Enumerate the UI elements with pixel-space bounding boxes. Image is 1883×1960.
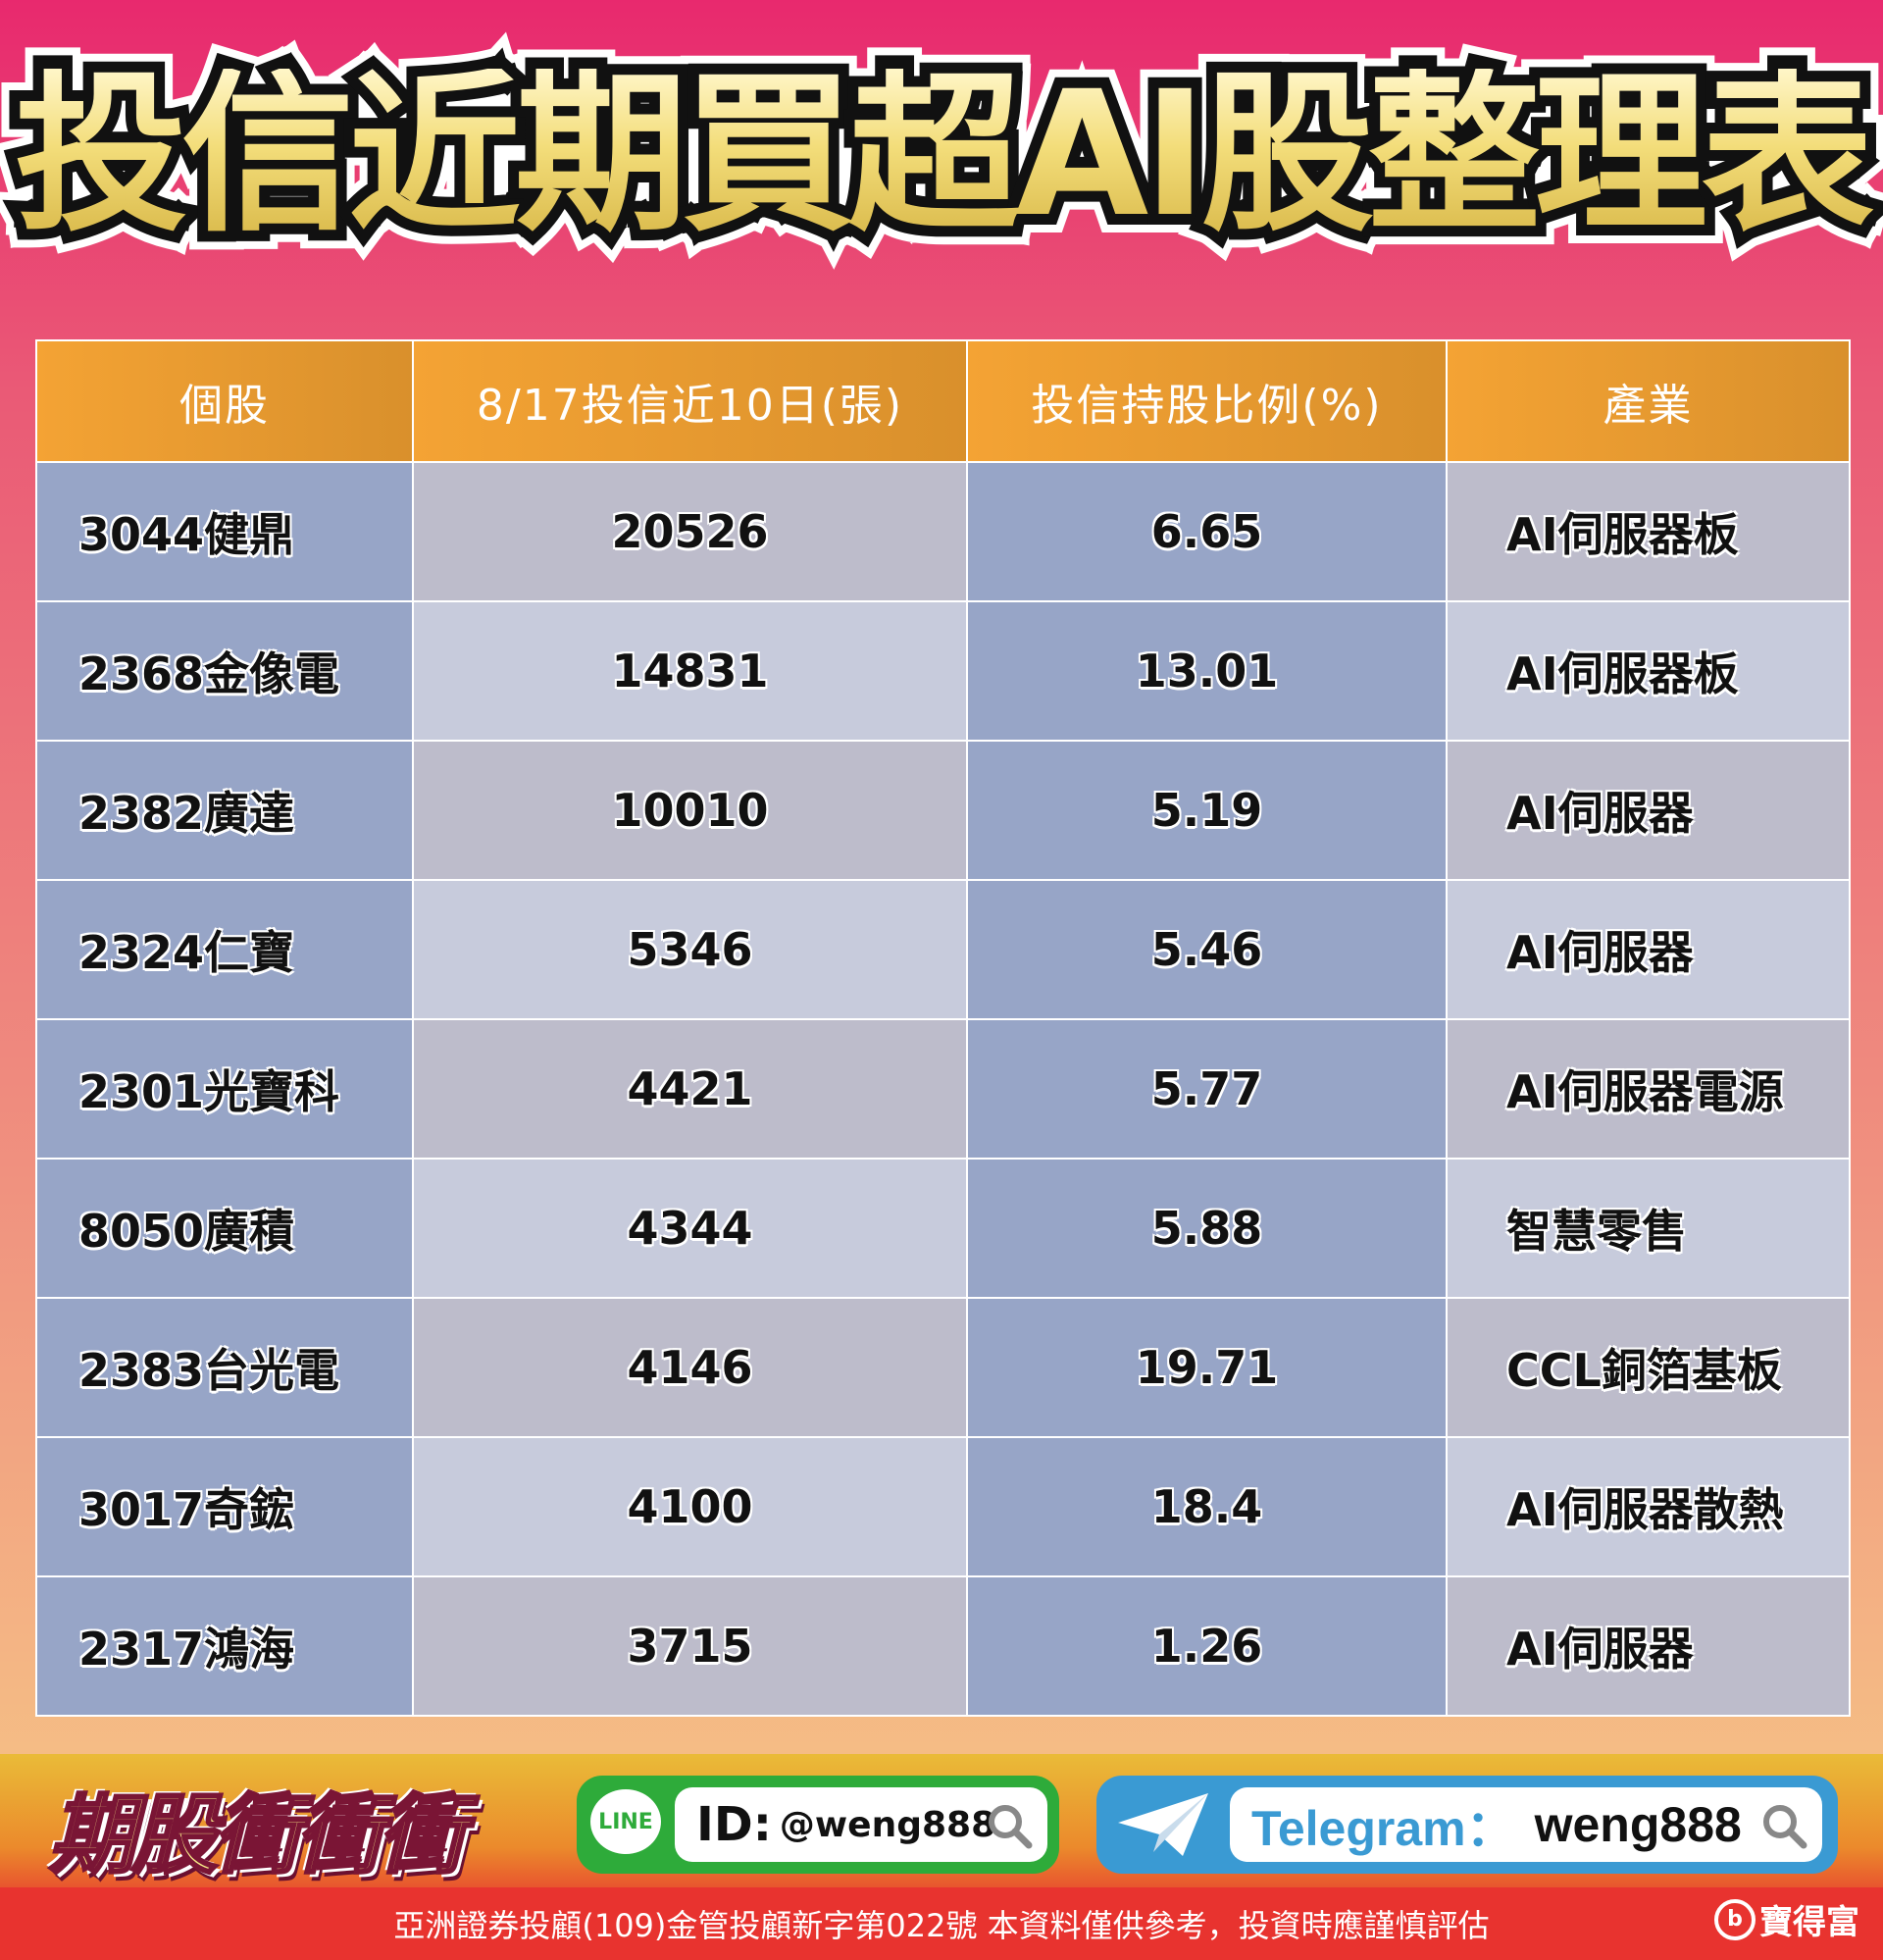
footer-disclaimer-bar: [0, 1887, 1883, 1960]
cell-volume: 20526: [412, 461, 968, 602]
cell-volume: 4146: [412, 1297, 968, 1438]
table-row: 3044健鼎 20526 6.65 AI伺服器板: [35, 461, 1851, 602]
cell-industry: AI伺服器電源: [1446, 1018, 1851, 1160]
cell-industry: AI伺服器: [1446, 740, 1851, 881]
cell-stock: 3044健鼎: [35, 461, 414, 602]
table-row: 2317鴻海 3715 1.26 AI伺服器: [35, 1575, 1851, 1717]
line-id-value: @weng888: [779, 1804, 996, 1845]
cell-volume: 3715: [412, 1575, 968, 1717]
cell-ratio: 13.01: [966, 600, 1448, 742]
cell-stock: 2383台光電: [35, 1297, 414, 1438]
cell-stock: 2382廣達: [35, 740, 414, 881]
cell-volume: 10010: [412, 740, 968, 881]
cell-volume: 4344: [412, 1158, 968, 1299]
search-icon: [1763, 1805, 1807, 1849]
cell-ratio: 5.77: [966, 1018, 1448, 1160]
table-row: 2301光寶科 4421 5.77 AI伺服器電源: [35, 1018, 1851, 1160]
table-row: 8050廣積 4344 5.88 智慧零售: [35, 1158, 1851, 1299]
company-logo: b 寶得富: [1714, 1895, 1859, 1943]
cell-volume: 14831: [412, 600, 968, 742]
cell-industry: AI伺服器板: [1446, 600, 1851, 742]
cell-stock: 3017奇鋐: [35, 1436, 414, 1577]
search-icon: [989, 1805, 1033, 1849]
cell-ratio: 5.46: [966, 879, 1448, 1020]
table-row: 3017奇鋐 4100 18.4 AI伺服器散熱: [35, 1436, 1851, 1577]
title-outline-black: 投信近期買超AI股整理表: [0, 58, 1883, 252]
cell-ratio: 6.65: [966, 461, 1448, 602]
cell-industry: AI伺服器散熱: [1446, 1436, 1851, 1577]
disclaimer-text: 亞洲證券投顧(109)金管投顧新字第022號 本資料僅供參考，投資時應謹慎評估: [393, 1907, 1490, 1944]
stock-table: 個股 8/17投信近10日(張) 投信持股比例(%) 產業 3044健鼎 2052…: [35, 339, 1851, 1717]
cell-stock: 8050廣積: [35, 1158, 414, 1299]
telegram-id-field: Telegram： weng888: [1230, 1787, 1822, 1862]
cell-stock: 2301光寶科: [35, 1018, 414, 1160]
cell-industry: AI伺服器板: [1446, 461, 1851, 602]
cell-industry: 智慧零售: [1446, 1158, 1851, 1299]
cell-stock: 2324仁寶: [35, 879, 414, 1020]
cell-industry: CCL銅箔基板: [1446, 1297, 1851, 1438]
cell-ratio: 19.71: [966, 1297, 1448, 1438]
table-row: 2382廣達 10010 5.19 AI伺服器: [35, 740, 1851, 881]
cell-industry: AI伺服器: [1446, 879, 1851, 1020]
telegram-id-box[interactable]: Telegram： weng888: [1096, 1776, 1838, 1874]
header-volume: 8/17投信近10日(張): [412, 339, 968, 463]
cell-volume: 5346: [412, 879, 968, 1020]
cell-industry: AI伺服器: [1446, 1575, 1851, 1717]
header-industry: 產業: [1446, 339, 1851, 463]
cell-stock: 2368金像電: [35, 600, 414, 742]
telegram-id-value: weng888: [1534, 1797, 1742, 1852]
cell-volume: 4421: [412, 1018, 968, 1160]
title-outline-white: 投信近期買超AI股整理表: [0, 50, 1883, 260]
line-id-field: ID: @weng888: [675, 1787, 1047, 1862]
cell-ratio: 1.26: [966, 1575, 1448, 1717]
header-ratio: 投信持股比例(%): [966, 339, 1448, 463]
line-id-label: ID:: [696, 1797, 772, 1852]
line-icon: LINE: [590, 1789, 661, 1854]
telegram-plane-icon: [1118, 1793, 1208, 1856]
cell-ratio: 5.19: [966, 740, 1448, 881]
telegram-label: Telegram：: [1251, 1801, 1515, 1856]
logo-mark-icon: b: [1714, 1898, 1756, 1940]
cell-ratio: 5.88: [966, 1158, 1448, 1299]
table-row: 2383台光電 4146 19.71 CCL銅箔基板: [35, 1297, 1851, 1438]
header-stock: 個股: [35, 339, 414, 463]
cell-stock: 2317鴻海: [35, 1575, 414, 1717]
page-title: 投信近期買超AI股整理表: [0, 69, 1883, 241]
brand-logo: 期股衝衝衝: [47, 1783, 466, 1887]
cell-ratio: 18.4: [966, 1436, 1448, 1577]
table-row: 2324仁寶 5346 5.46 AI伺服器: [35, 879, 1851, 1020]
logo-text: 寶得富: [1759, 1903, 1859, 1942]
line-id-box[interactable]: LINE ID: @weng888: [577, 1776, 1059, 1874]
cell-volume: 4100: [412, 1436, 968, 1577]
table-row: 2368金像電 14831 13.01 AI伺服器板: [35, 600, 1851, 742]
table-header-row: 個股 8/17投信近10日(張) 投信持股比例(%) 產業: [35, 339, 1851, 463]
